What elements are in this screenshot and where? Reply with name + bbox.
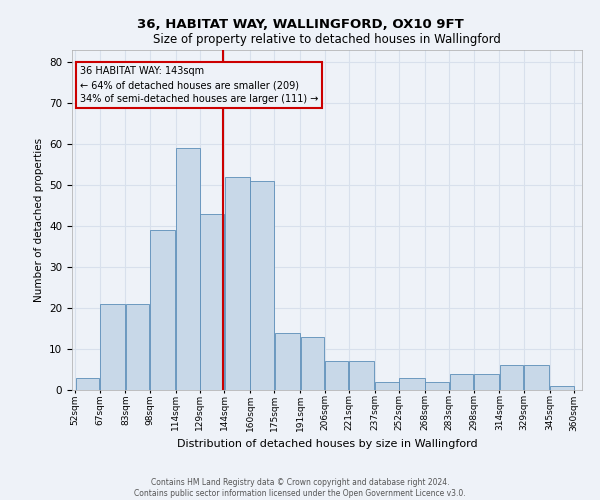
Bar — [224, 177, 250, 390]
Bar — [76, 378, 99, 390]
Y-axis label: Number of detached properties: Number of detached properties — [34, 138, 44, 302]
Bar — [325, 362, 349, 390]
X-axis label: Distribution of detached houses by size in Wallingford: Distribution of detached houses by size … — [176, 439, 478, 449]
Bar — [100, 304, 125, 390]
Bar — [200, 214, 224, 390]
Bar — [500, 366, 523, 390]
Bar — [400, 378, 425, 390]
Bar — [150, 230, 175, 390]
Bar — [425, 382, 449, 390]
Bar — [349, 362, 374, 390]
Bar — [250, 181, 274, 390]
Bar — [275, 332, 300, 390]
Bar — [550, 386, 574, 390]
Title: Size of property relative to detached houses in Wallingford: Size of property relative to detached ho… — [153, 33, 501, 46]
Bar — [449, 374, 473, 390]
Text: 36 HABITAT WAY: 143sqm
← 64% of detached houses are smaller (209)
34% of semi-de: 36 HABITAT WAY: 143sqm ← 64% of detached… — [80, 66, 319, 104]
Text: 36, HABITAT WAY, WALLINGFORD, OX10 9FT: 36, HABITAT WAY, WALLINGFORD, OX10 9FT — [137, 18, 463, 30]
Bar — [524, 366, 549, 390]
Bar — [474, 374, 499, 390]
Bar — [176, 148, 200, 390]
Bar — [301, 336, 324, 390]
Text: Contains HM Land Registry data © Crown copyright and database right 2024.
Contai: Contains HM Land Registry data © Crown c… — [134, 478, 466, 498]
Bar — [375, 382, 398, 390]
Bar — [126, 304, 149, 390]
